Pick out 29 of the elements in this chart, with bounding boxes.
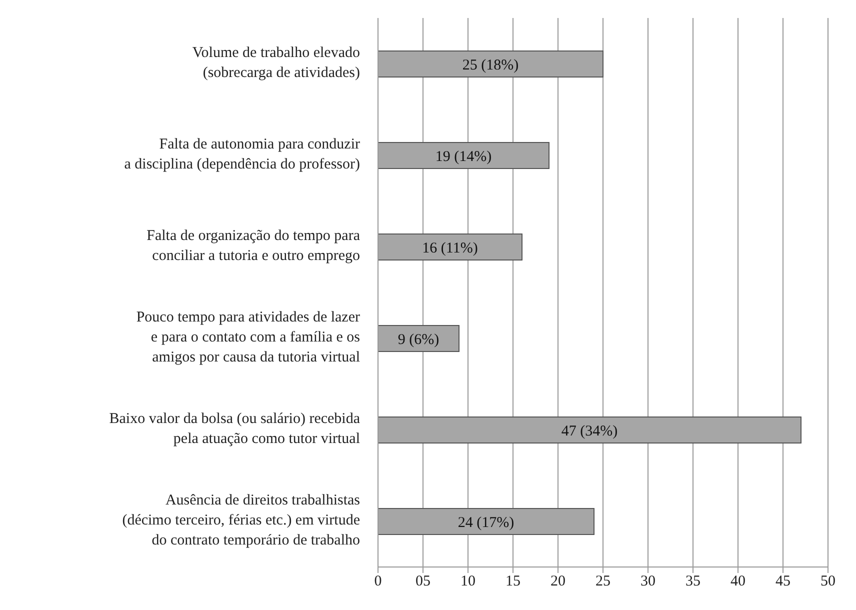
bar bbox=[378, 508, 594, 535]
x-tick-label: 05 bbox=[416, 574, 430, 590]
data-label: 25 (18%) bbox=[462, 57, 519, 74]
y-tick-label: Volume de trabalho elevado (sobrecarga de atividades) bbox=[192, 45, 360, 82]
y-tick-label: Falta de organização do tempo para conciliar a tutoria e outro emprego bbox=[146, 228, 360, 264]
x-tick-label: 35 bbox=[686, 574, 700, 590]
x-tick-label: 20 bbox=[550, 574, 566, 590]
y-tick-label: Baixo valor da bolsa (ou salário) recebida pela atuação como tutor virtual bbox=[109, 411, 360, 448]
data-label: 16 (11%) bbox=[422, 240, 478, 256]
bar bbox=[378, 142, 550, 169]
y-tick-label: Falta de autonomia para conduzir a disciplina (dependência do professor) bbox=[124, 136, 360, 173]
x-tick-label: 25 bbox=[596, 574, 610, 590]
data-label: 9 (6%) bbox=[398, 332, 440, 348]
data-label: 19 (14%) bbox=[435, 148, 492, 165]
x-tick-label: 0 bbox=[374, 574, 382, 590]
x-tick-label: 30 bbox=[640, 574, 656, 590]
bar bbox=[378, 233, 522, 260]
x-tick-label: 50 bbox=[820, 574, 836, 590]
x-tick-label: 10 bbox=[460, 574, 476, 590]
x-tick-label: 45 bbox=[776, 574, 790, 590]
x-tick-label: 40 bbox=[730, 574, 746, 590]
bar bbox=[378, 324, 460, 352]
data-label: 24 (17%) bbox=[458, 514, 514, 531]
bar bbox=[378, 50, 604, 78]
bar bbox=[378, 416, 802, 444]
y-tick-label: Ausência de direitos trabalhistas (décimo terceiro, férias etc.) em virtude do contrato temporário de trabalho bbox=[122, 492, 360, 549]
x-tick-label: 15 bbox=[506, 574, 520, 590]
data-label: 47 (34%) bbox=[561, 423, 618, 440]
y-tick-label: Pouco tempo para atividades de lazer e para o contato com a família e os amigos por causa da tutoria virtual bbox=[136, 310, 360, 366]
